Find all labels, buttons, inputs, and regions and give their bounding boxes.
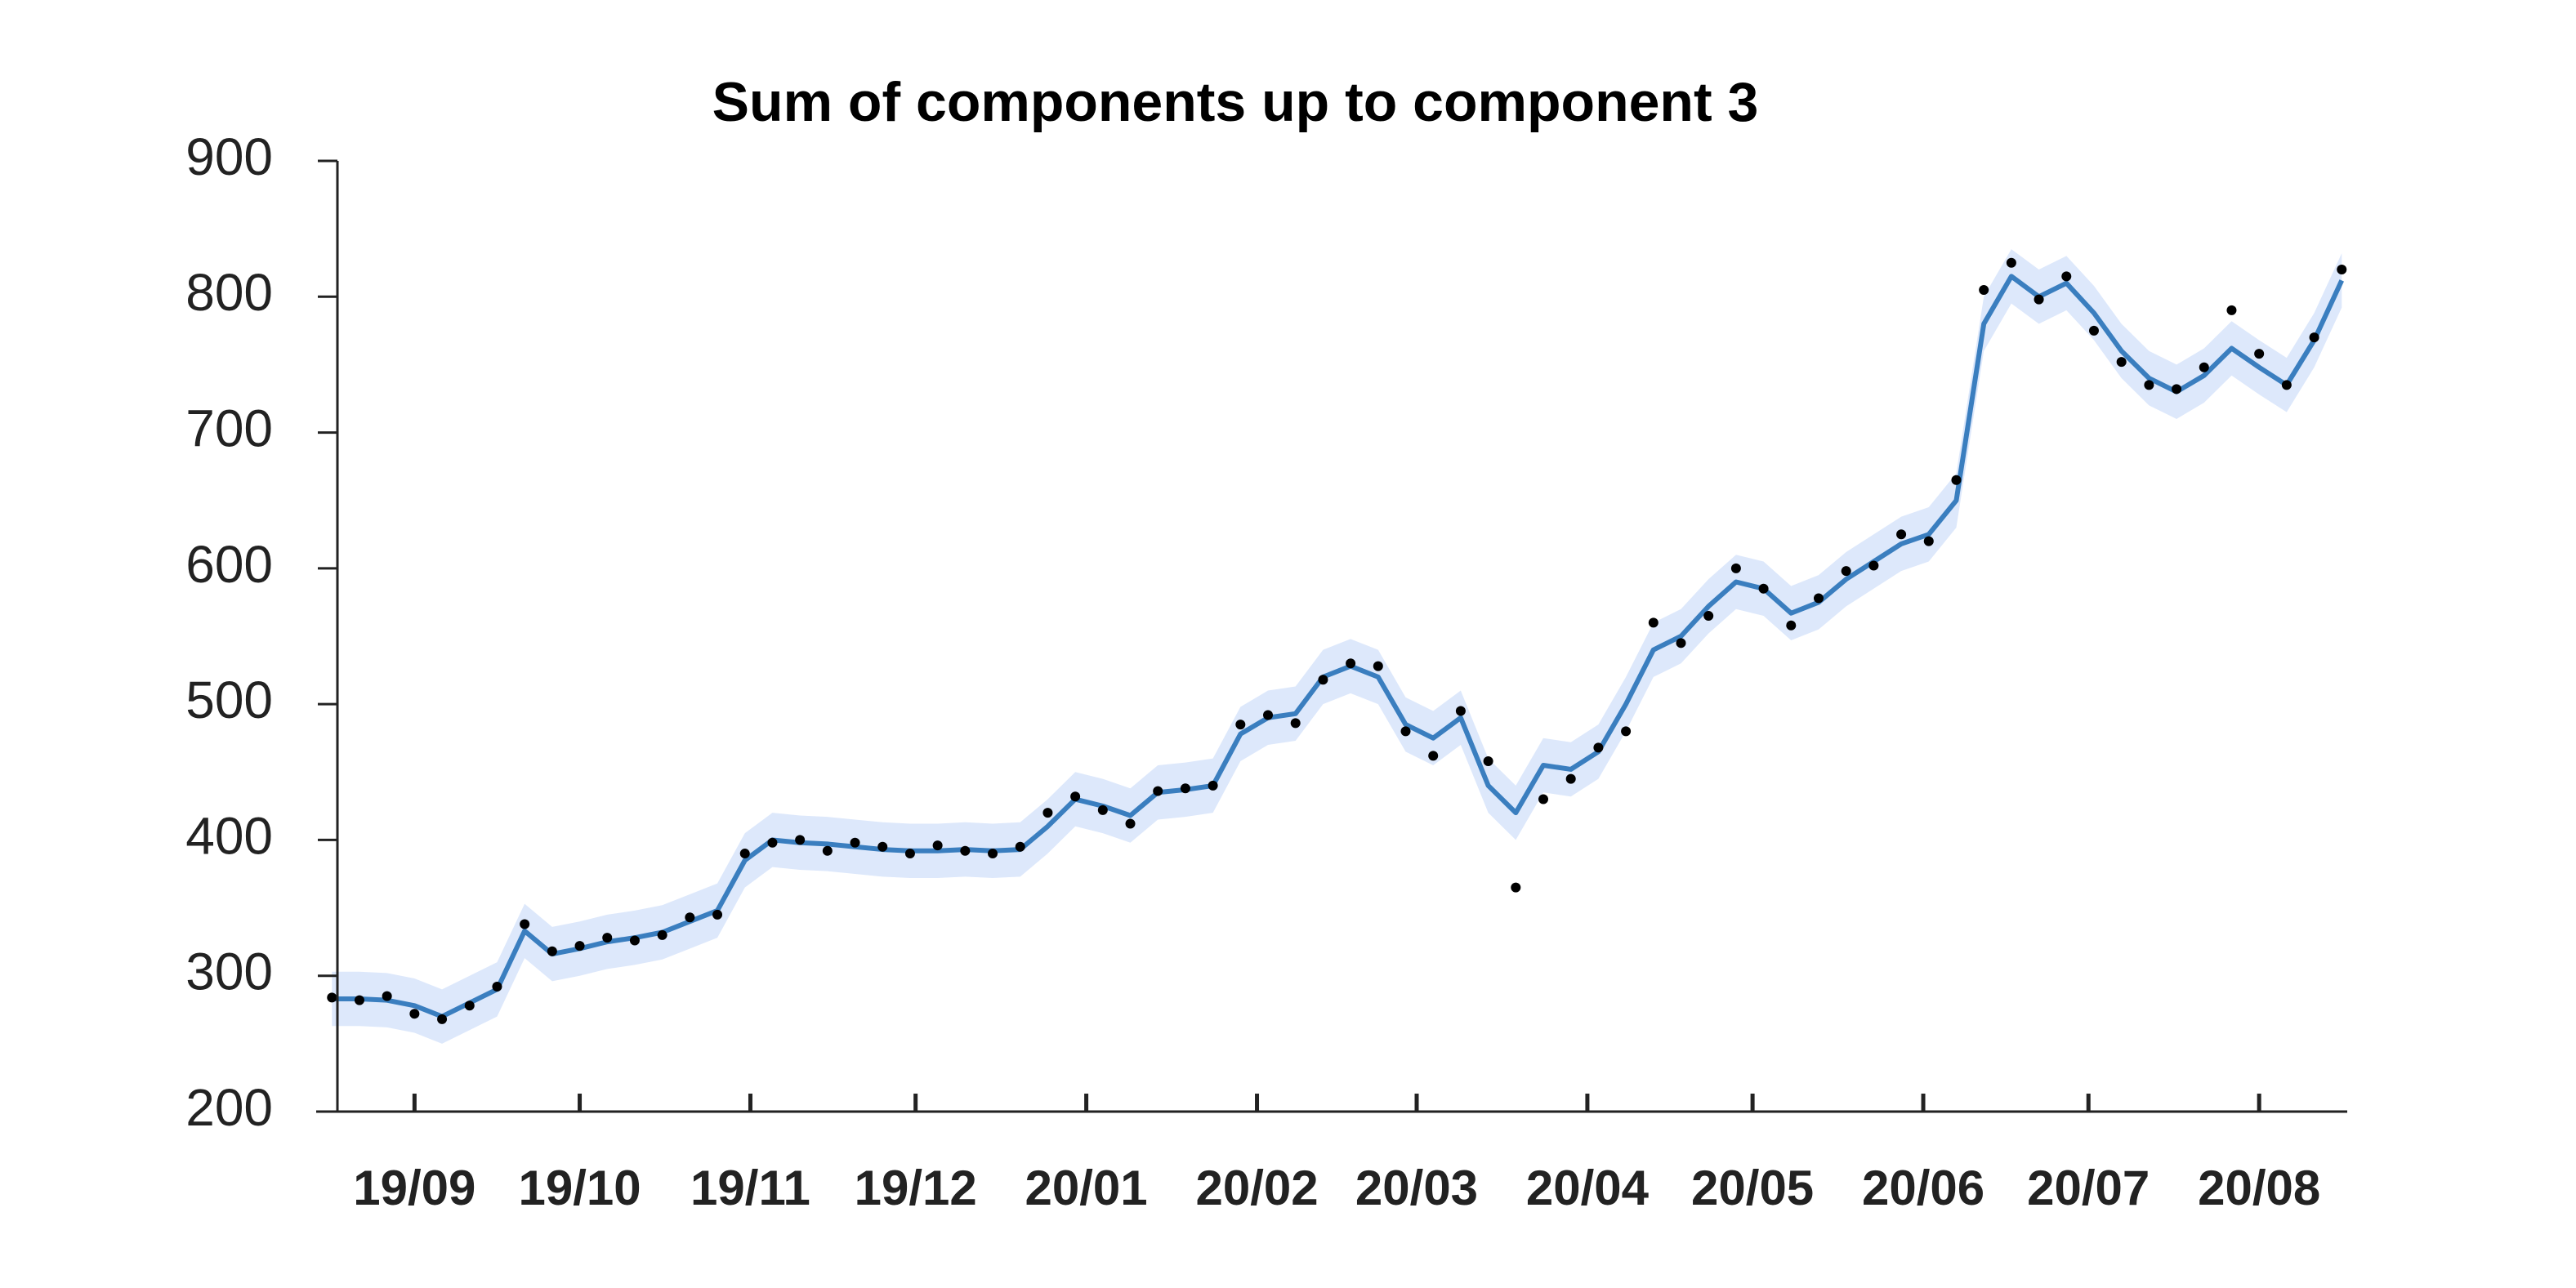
data-point <box>492 982 502 992</box>
data-point <box>1511 882 1521 893</box>
x-tick-label: 20/05 <box>1691 1161 1814 1215</box>
data-point <box>1868 560 1879 571</box>
x-tick-label: 19/12 <box>855 1161 977 1215</box>
data-point <box>2226 305 2237 315</box>
data-point <box>1263 710 1274 720</box>
data-point <box>932 840 943 851</box>
x-tick-label: 20/01 <box>1025 1161 1148 1215</box>
data-point <box>2144 380 2154 390</box>
data-point <box>1758 583 1769 594</box>
data-point <box>1923 536 1934 546</box>
y-tick-label: 900 <box>185 127 273 186</box>
data-point <box>2116 357 2127 368</box>
data-point <box>437 1014 448 1024</box>
data-point <box>2061 271 2072 282</box>
data-point <box>960 845 971 856</box>
data-point <box>2199 362 2209 372</box>
data-point <box>850 837 860 848</box>
data-point <box>1180 783 1190 794</box>
x-tick-label: 20/02 <box>1195 1161 1318 1215</box>
data-point <box>464 1001 475 1011</box>
data-point <box>382 991 392 1001</box>
y-tick-label: 800 <box>185 263 273 322</box>
data-point <box>988 849 998 859</box>
data-point <box>1373 661 1383 671</box>
data-point <box>1428 751 1439 761</box>
data-point <box>712 909 723 920</box>
data-point <box>2006 257 2016 268</box>
data-point <box>354 995 364 1005</box>
data-point <box>1346 658 1356 669</box>
confidence-band <box>332 249 2342 1044</box>
data-point <box>657 929 667 940</box>
data-point <box>602 933 613 943</box>
data-point <box>574 941 585 952</box>
data-point <box>795 835 806 845</box>
data-point <box>1097 804 1108 815</box>
data-point <box>1841 566 1851 577</box>
data-point <box>1042 808 1053 818</box>
data-point <box>1208 780 1218 791</box>
x-tick-label: 20/04 <box>1526 1161 1650 1215</box>
data-point <box>2337 265 2347 275</box>
data-point <box>1648 617 1659 628</box>
y-tick-label: 700 <box>185 399 273 457</box>
chart-title: Sum of components up to component 3 <box>712 71 1759 133</box>
data-point <box>1153 786 1163 796</box>
y-tick-label: 400 <box>185 806 273 865</box>
data-point <box>520 919 530 929</box>
data-point <box>1565 773 1576 784</box>
data-point <box>1786 620 1797 631</box>
y-tick-label: 200 <box>185 1078 273 1137</box>
x-tick-label: 20/06 <box>1862 1161 1984 1215</box>
x-tick-label: 20/03 <box>1355 1161 1478 1215</box>
x-tick-label: 19/11 <box>690 1161 810 1215</box>
data-point <box>2088 325 2099 336</box>
x-tick-label: 19/10 <box>518 1161 641 1215</box>
data-point <box>1290 718 1301 729</box>
data-point <box>904 849 915 859</box>
data-point <box>877 841 888 852</box>
data-point <box>739 849 750 859</box>
y-tick-label: 600 <box>185 535 273 594</box>
data-point <box>2172 384 2182 394</box>
x-tick-label: 19/09 <box>353 1161 475 1215</box>
data-point <box>1730 563 1741 573</box>
data-point <box>1979 284 1989 295</box>
data-point <box>767 837 778 848</box>
data-point <box>1015 841 1025 852</box>
data-point <box>1703 611 1714 622</box>
data-point <box>547 946 557 956</box>
data-point <box>1813 593 1824 604</box>
data-point <box>1125 818 1136 829</box>
data-point <box>1896 529 1907 540</box>
fit-line <box>332 274 2344 1019</box>
data-point <box>1951 475 1962 485</box>
data-point <box>1070 791 1081 802</box>
data-point <box>1235 720 1246 730</box>
data-point <box>1676 638 1686 648</box>
data-point <box>1400 726 1411 737</box>
data-point <box>409 1009 420 1019</box>
data-point <box>629 935 640 946</box>
data-point <box>2309 332 2319 343</box>
data-point <box>685 912 695 923</box>
data-point <box>2034 294 2044 305</box>
data-point <box>1455 706 1466 716</box>
y-tick-label: 300 <box>185 943 273 1001</box>
data-point <box>1318 675 1328 685</box>
data-point <box>1621 726 1632 737</box>
y-tick-label: 500 <box>185 671 273 729</box>
data-point <box>2254 349 2265 359</box>
data-point <box>822 845 833 856</box>
x-tick-label: 20/07 <box>2027 1161 2150 1215</box>
data-point <box>1538 794 1548 804</box>
data-point <box>1593 742 1604 753</box>
x-tick-label: 20/08 <box>2198 1161 2320 1215</box>
data-point <box>1483 755 1493 766</box>
data-point <box>327 992 337 1003</box>
data-point <box>2281 380 2292 390</box>
